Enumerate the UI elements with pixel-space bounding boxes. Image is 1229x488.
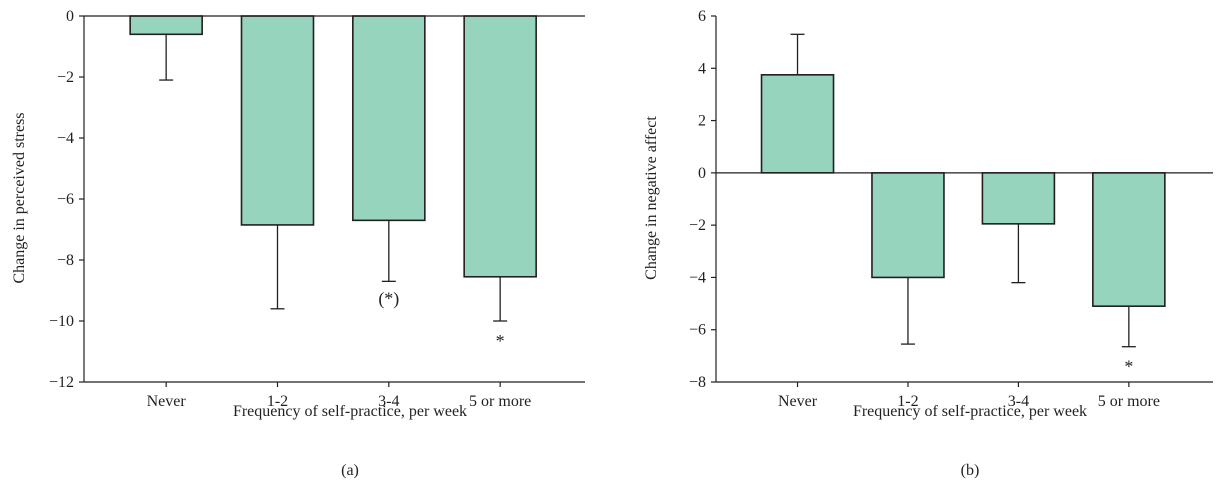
panel-a-x-tick-label: Never: [147, 393, 187, 410]
panel-a-significance-marker: (*): [378, 288, 399, 309]
panel-a-y-tick-label: −4: [57, 130, 74, 147]
panel-b-y-ticks: 6 4 2 0 −2 −4 −6 −8: [689, 8, 716, 391]
panel-b-annotations: *: [1124, 357, 1133, 377]
panel-b-y-tick-label: −8: [689, 374, 706, 391]
panel-b-bars: [760, 33, 1166, 348]
panel-b-axes: [715, 16, 1213, 383]
panel-a-x-axis-label: Frequency of self-practice, per week: [233, 403, 467, 420]
panel-b-y-axis-label: Change in negative affect: [643, 116, 660, 280]
panel-b-y-tick-label: −4: [689, 269, 706, 286]
panel-b-x-tick-label: 1-2: [897, 393, 918, 410]
panel-b-bar-4: [1092, 172, 1166, 307]
panel-a-annotations: (*) *: [378, 288, 504, 351]
panel-b-bar-2: [871, 172, 945, 279]
panel-a-bars: [129, 15, 537, 322]
panel-a-significance-marker: *: [496, 331, 505, 351]
panel-a-y-tick-label: −6: [57, 191, 74, 208]
panel-b-y-tick-label: 2: [698, 113, 706, 130]
panel-b-label: (b): [961, 462, 980, 479]
panel-b-y-tick-label: 0: [698, 165, 706, 182]
panel-a-x-ticks: Never 1-2 3-4 5 or more: [147, 382, 531, 410]
panel-a-y-ticks: 0 −2 −4 −6 −8 −10 −12: [49, 8, 84, 391]
panel-a-bar-4: [463, 15, 537, 278]
panel-a-y-tick-label: 0: [66, 8, 74, 25]
panel-b-y-tick-label: 4: [698, 60, 706, 77]
panel-a-label: (a): [341, 462, 359, 479]
panel-b-significance-marker: *: [1124, 357, 1133, 377]
panel-a-bar-2: [240, 15, 315, 226]
panel-a: 0 −2 −4 −6 −8 −10 −12 Never 1-2 3-4 5 or more (*)…: [11, 8, 585, 479]
panel-a-y-tick-label: −10: [49, 313, 74, 330]
panel-a-y-tick-label: −8: [57, 252, 74, 269]
panel-b-bar-1: [760, 74, 835, 174]
panel-b-x-tick-label: 3-4: [1008, 393, 1029, 410]
panel-a-x-tick-label: 1-2: [267, 393, 288, 410]
panel-b-x-axis-label: Frequency of self-practice, per week: [853, 403, 1087, 420]
panel-a-bar-3: [352, 15, 426, 222]
panel-b: 6 4 2 0 −2 −4 −6 −8 Never 1-2 3-4 5 or more * Chan…: [643, 8, 1213, 479]
panel-b-bar-3: [981, 172, 1056, 225]
panel-b-x-tick-label: Never: [778, 393, 818, 410]
panel-b-y-tick-label: −2: [689, 217, 706, 234]
panel-a-x-tick-label: 3-4: [378, 393, 399, 410]
panel-b-y-tick-label: −6: [689, 322, 706, 339]
panel-a-y-tick-label: −12: [49, 374, 74, 391]
panel-a-y-tick-label: −2: [57, 69, 74, 86]
panel-a-x-tick-label: 5 or more: [469, 393, 531, 410]
panel-b-x-ticks: Never 1-2 3-4 5 or more: [778, 382, 1160, 410]
panel-b-y-tick-label: 6: [698, 8, 706, 25]
panel-a-bar-1: [129, 15, 203, 36]
panel-b-x-tick-label: 5 or more: [1098, 393, 1160, 410]
panel-a-y-axis-label: Change in perceived stress: [11, 112, 28, 283]
